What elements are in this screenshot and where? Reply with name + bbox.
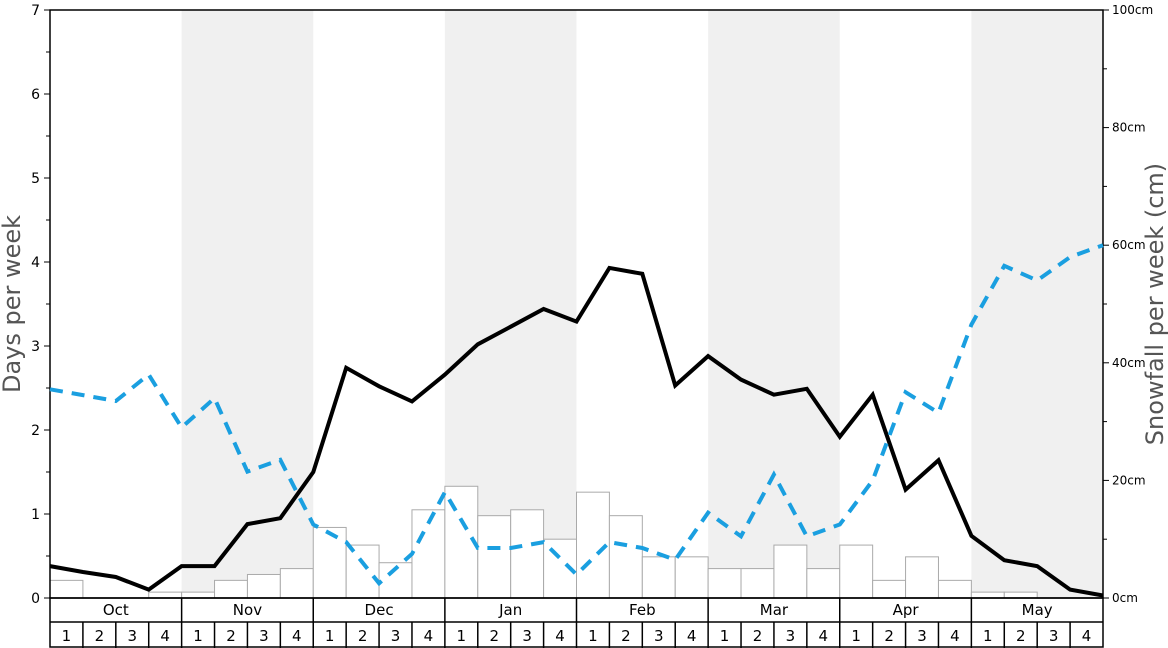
month-shade-may (971, 10, 1103, 598)
week-label: 1 (983, 627, 993, 645)
snowfall-bar (1003, 591, 1038, 599)
week-label: 2 (753, 627, 763, 645)
week-label: 4 (424, 627, 434, 645)
snowfall-bar (839, 544, 874, 599)
snowfall-bar (477, 515, 512, 599)
snowfall-bar (641, 556, 676, 599)
snowfall-bar (608, 515, 643, 599)
snowfall-bar (411, 509, 446, 599)
week-label: 3 (391, 627, 401, 645)
month-label-nov: Nov (233, 601, 262, 619)
snowfall-bar (345, 544, 380, 599)
right-tick-label: 0cm (1112, 591, 1138, 605)
left-tick-label: 5 (31, 171, 40, 187)
left-tick-label: 2 (31, 423, 40, 439)
week-label: 4 (555, 627, 565, 645)
snowfall-bar (246, 573, 281, 599)
week-label: 2 (358, 627, 368, 645)
snowfall-bar (740, 568, 775, 599)
week-label: 3 (786, 627, 796, 645)
snowfall-bar (970, 591, 1005, 599)
snowfall-bar (214, 579, 248, 599)
left-tick-label: 0 (31, 591, 40, 607)
week-label: 4 (292, 627, 302, 645)
week-label: 2 (226, 627, 236, 645)
left-tick-label: 1 (31, 507, 40, 523)
snowfall-bar (181, 591, 216, 599)
left-tick-label: 4 (31, 255, 40, 271)
right-tick-label: 80cm (1112, 121, 1146, 135)
week-label: 4 (687, 627, 697, 645)
snowfall-bar (674, 556, 709, 599)
snowfall-bar (872, 579, 907, 599)
week-label: 2 (1016, 627, 1026, 645)
week-label: 3 (259, 627, 269, 645)
snowfall-bar (937, 579, 972, 599)
right-tick-label: 60cm (1112, 238, 1146, 252)
snowfall-bar (49, 579, 84, 599)
month-label-feb: Feb (629, 601, 656, 619)
left-tick-label: 6 (31, 87, 40, 103)
y-axis-left-title: Days per week (0, 215, 26, 393)
week-label: 3 (654, 627, 664, 645)
snowfall-bar (510, 509, 545, 599)
week-label: 1 (588, 627, 598, 645)
month-label-may: May (1022, 601, 1053, 619)
week-label: 3 (917, 627, 927, 645)
right-tick-label: 20cm (1112, 473, 1146, 487)
month-label-jan: Jan (498, 601, 522, 619)
snow-depth-dashed-line (49, 243, 1104, 587)
week-label: 1 (325, 627, 335, 645)
left-tick-label: 7 (31, 3, 40, 19)
left-tick-label: 3 (31, 339, 40, 355)
week-label: 2 (489, 627, 499, 645)
month-shade-mar (708, 10, 840, 598)
month-label-apr: Apr (893, 601, 920, 619)
week-label: 2 (621, 627, 631, 645)
snowfall-bar (312, 526, 347, 599)
week-label: 3 (522, 627, 532, 645)
month-week-axis: Oct 1 2 3 4 Nov 1 2 3 4 Dec 1 2 3 4 Jan 1 2 3 4 Feb 1 2 3 4 Mar 1 2… (49, 597, 1104, 648)
snowfall-bar (773, 544, 808, 599)
week-label: 2 (95, 627, 105, 645)
week-label: 3 (127, 627, 137, 645)
week-label: 1 (457, 627, 467, 645)
week-label: 1 (193, 627, 203, 645)
week-label: 4 (950, 627, 960, 645)
week-label: 1 (720, 627, 730, 645)
snowfall-bar (806, 568, 841, 599)
week-label: 4 (1082, 627, 1092, 645)
snowfall-bars-layer (49, 485, 1038, 599)
snowfall-bar (905, 556, 939, 599)
right-tick-label: 100cm (1112, 3, 1153, 17)
week-label: 4 (819, 627, 829, 645)
week-label: 2 (884, 627, 894, 645)
y-axis-right-title: Snowfall per week (cm) (1141, 163, 1168, 445)
week-label: 4 (160, 627, 170, 645)
series-lines-layer (49, 243, 1104, 598)
snowfall-bar (707, 568, 742, 599)
month-label-mar: Mar (760, 601, 789, 619)
month-label-dec: Dec (365, 601, 394, 619)
month-shade-nov (181, 10, 314, 598)
snowfall-bar (148, 591, 183, 599)
snowfall-bar (279, 568, 314, 599)
week-label: 1 (62, 627, 72, 645)
month-label-oct: Oct (103, 601, 129, 619)
week-label: 3 (1049, 627, 1059, 645)
week-label: 1 (851, 627, 861, 645)
days-per-week-solid-line (49, 265, 1104, 598)
right-tick-label: 40cm (1112, 356, 1146, 370)
tick-labels-layer: 0 1 2 3 4 5 6 7 0cm 20cm 40cm 60cm 80cm 100cm (31, 3, 1153, 607)
month-shading-layer (181, 10, 1103, 598)
